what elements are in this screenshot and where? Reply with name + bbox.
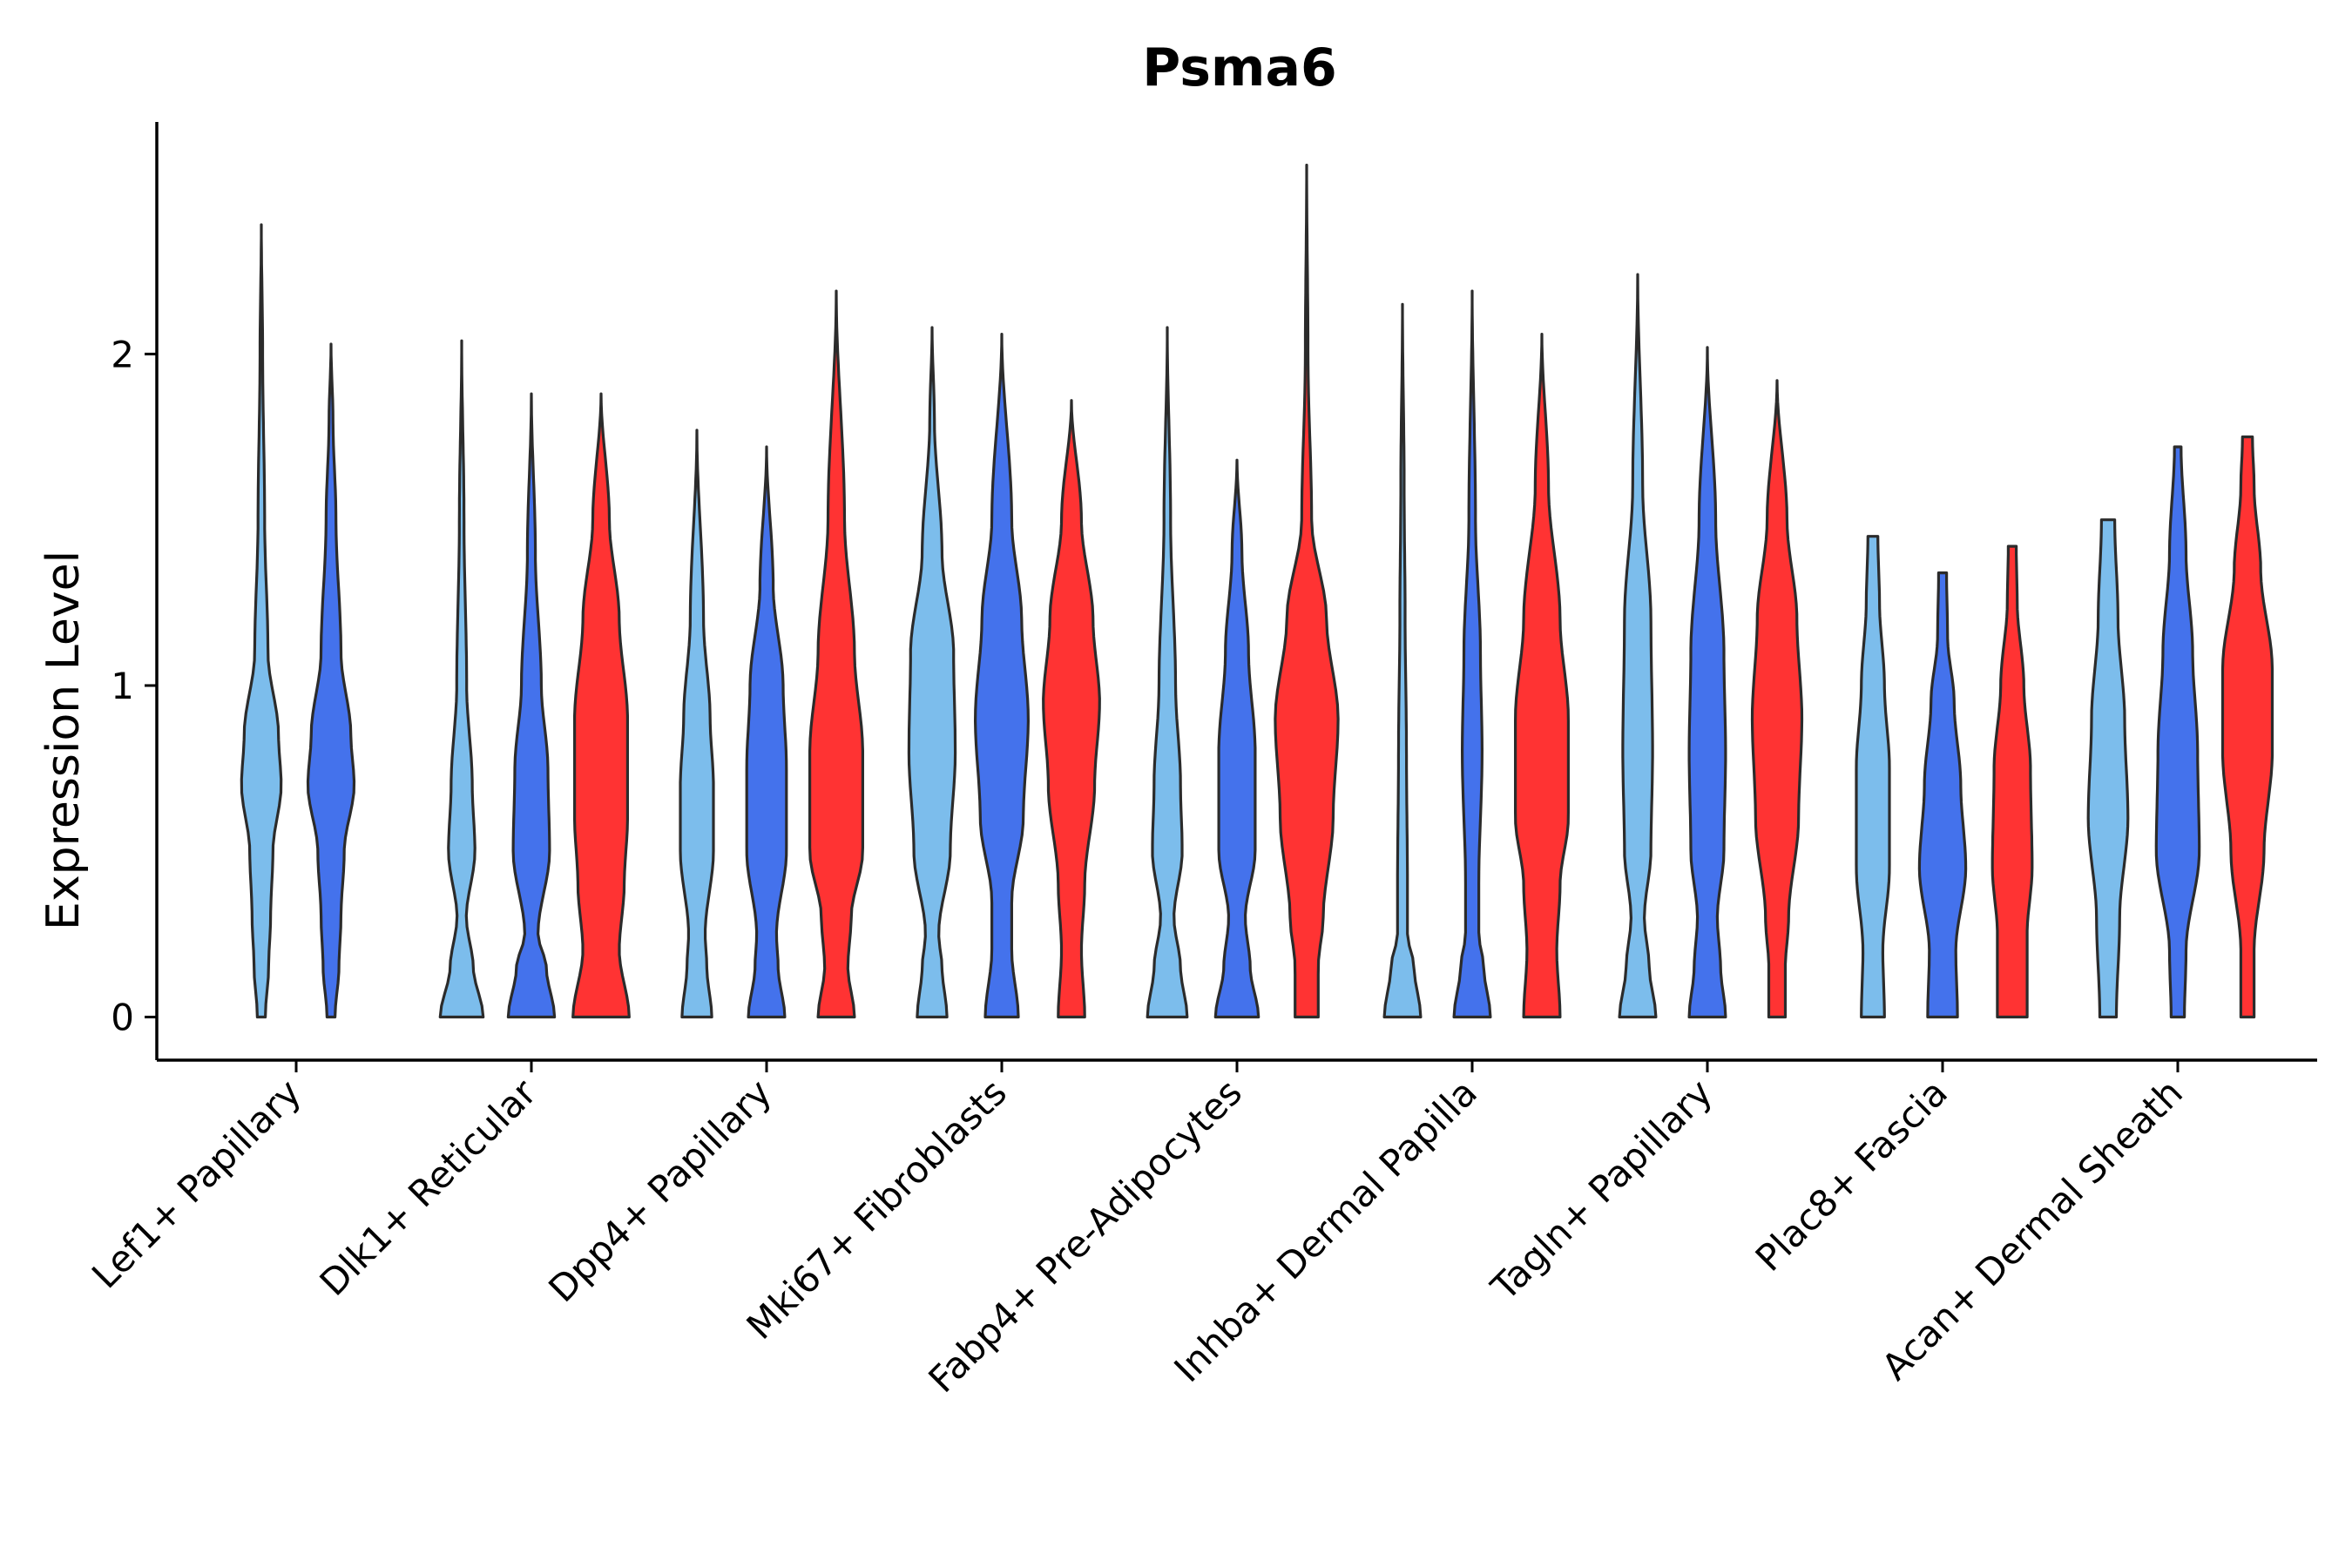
y-axis-label: Expression Level: [37, 551, 90, 930]
violin-dpp4-papillary-red: [808, 289, 864, 1019]
violin-mki67-fibroblasts-blue: [974, 333, 1030, 1019]
violin-plac8-fascia-red: [1990, 544, 2034, 1019]
violin-acan-dermal-sheath-blue: [2154, 445, 2201, 1019]
violin-mki67-fibroblasts-red: [1042, 399, 1101, 1019]
violin-inhba-dermal-papilla-blue: [1452, 289, 1492, 1019]
violin-fabp4-pre-adipocytes-light-blue: [1146, 326, 1189, 1019]
violin-fabp4-pre-adipocytes-blue: [1213, 458, 1260, 1019]
x-tick-label: Plac8+ Fascia: [1747, 1071, 1956, 1279]
violin-lef1-papillary-light-blue: [240, 223, 283, 1019]
violin-tagln-papillary-red: [1750, 379, 1804, 1019]
violin-inhba-dermal-papilla-light-blue: [1382, 302, 1423, 1019]
x-tick-label: Tagln+ Papillary: [1483, 1071, 1720, 1308]
violin-tagln-papillary-blue: [1687, 346, 1727, 1019]
violin-plac8-fascia-light-blue: [1855, 535, 1891, 1019]
violin-lef1-papillary-blue: [306, 342, 356, 1019]
violin-mki67-fibroblasts-light-blue: [907, 326, 957, 1019]
violin-dpp4-papillary-blue: [745, 445, 788, 1019]
violin-fabp4-pre-adipocytes-red: [1274, 163, 1340, 1019]
y-tick-label: 0: [111, 997, 134, 1039]
violin-acan-dermal-sheath-red: [2220, 435, 2274, 1019]
violin-tagln-papillary-light-blue: [1618, 273, 1658, 1019]
violin-plac8-fascia-blue: [1917, 571, 1968, 1019]
x-tick-label: Lef1+ Papillary: [84, 1071, 309, 1296]
violin-dlk1-reticular-red: [571, 392, 631, 1019]
violin-dpp4-papillary-light-blue: [679, 429, 715, 1019]
x-tick-label: Mki67+ Fibroblasts: [739, 1071, 1015, 1347]
x-tick-label: Dlk1+ Reticular: [312, 1071, 545, 1304]
violin-layer: [240, 163, 2274, 1019]
x-tick-label: Dpp4+ Papillary: [540, 1071, 780, 1310]
violin-dlk1-reticular-light-blue: [438, 339, 485, 1019]
violin-acan-dermal-sheath-light-blue: [2086, 518, 2130, 1019]
violin-inhba-dermal-papilla-red: [1514, 333, 1570, 1019]
y-tick-label: 2: [111, 333, 134, 375]
chart-title: Psma6: [1142, 37, 1336, 98]
y-tick-label: 1: [111, 665, 134, 707]
violin-dlk1-reticular-blue: [506, 392, 557, 1019]
